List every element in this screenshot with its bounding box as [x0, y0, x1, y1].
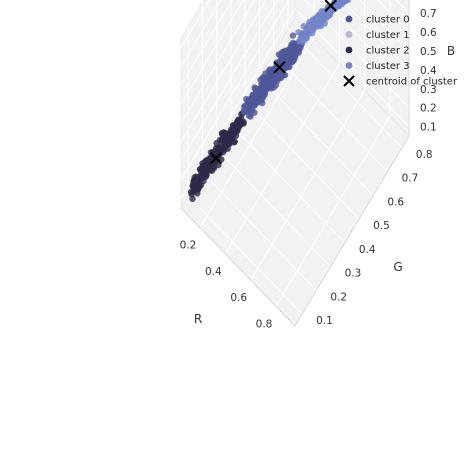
grid-line-y [216, 148, 331, 267]
data-point-cluster-0 [288, 59, 295, 66]
z-tick-label: 0.8 [420, 0, 437, 1]
grid-line-z [180, 0, 233, 86]
x-axis-label: R [194, 312, 202, 326]
z-tick-label: 0.2 [420, 103, 437, 115]
grid-line-y [244, 100, 360, 220]
x-tick-label: 0.8 [256, 318, 273, 330]
grid-line-z [180, 0, 211, 48]
data-point-cluster-2 [240, 120, 247, 127]
legend-label-3: cluster 3 [366, 61, 410, 72]
data-point-cluster-3 [341, 0, 348, 5]
data-point-cluster-0 [260, 92, 267, 99]
grid-line-y [287, 29, 403, 149]
data-point-cluster-2 [189, 195, 196, 202]
data-point-cluster-2 [233, 120, 240, 127]
data-point-cluster-0 [267, 74, 274, 81]
data-point-cluster-2 [202, 173, 209, 180]
legend-label-centroid: centroid of cluster [366, 77, 458, 88]
grid-line-z [180, 0, 245, 105]
legend-marker-0 [345, 15, 353, 23]
data-point-cluster-0 [263, 86, 270, 93]
x-tick-label: 0.2 [180, 240, 197, 252]
data-point-cluster-3 [325, 12, 332, 19]
z-tick-label: 0.4 [420, 65, 437, 77]
data-point-cluster-0 [291, 54, 298, 61]
legend-label-1: cluster 1 [366, 30, 410, 41]
grid-line-z [180, 0, 290, 180]
grid-line-z [359, 0, 410, 52]
x-axis-line [180, 207, 296, 327]
legend-marker-2 [345, 46, 353, 54]
data-point-cluster-2 [229, 128, 237, 135]
legend-marker-1 [345, 31, 353, 38]
legend-label-2: cluster 2 [366, 46, 410, 57]
legend-marker-centroid [343, 75, 355, 87]
grid-line-z [377, 0, 410, 33]
y-tick-label: 0.6 [387, 196, 404, 208]
data-point-cluster-3 [321, 20, 328, 27]
data-point-cluster-0 [273, 73, 280, 80]
y-tick-label: 0.4 [359, 244, 376, 256]
z-axis-label: B [447, 44, 455, 58]
grid-lines [180, 0, 410, 315]
grid-line-z [322, 0, 410, 90]
grid-line-z [180, 0, 279, 162]
data-point-cluster-0 [241, 102, 248, 110]
data-point-cluster-3 [309, 26, 316, 33]
data-point-cluster-0 [251, 109, 258, 116]
data-point-cluster-0 [268, 82, 275, 89]
y-tick-label: 0.2 [330, 291, 347, 303]
data-point-cluster-2 [208, 167, 216, 174]
grid-line-z [180, 0, 222, 67]
grid-line-z [180, 0, 256, 124]
data-point-cluster-0 [282, 64, 289, 72]
data-point-cluster-2 [224, 145, 231, 152]
grid-line-z [340, 0, 410, 71]
grid-line-y [230, 124, 346, 244]
data-point-cluster-0 [294, 47, 301, 54]
z-tick-label: 0.1 [420, 122, 437, 134]
centroid-marker-3 [324, 0, 337, 12]
data-point-cluster-3 [300, 37, 308, 44]
legend-marker-3 [345, 62, 353, 69]
centroid-markers [209, 0, 337, 165]
centroid-marker-2 [209, 151, 223, 165]
grid-line-y [259, 77, 374, 196]
grid-line-x [199, 37, 315, 228]
grid-line-x [224, 63, 340, 255]
data-point-cluster-2 [193, 177, 201, 184]
z-tick-label: 0.7 [420, 8, 437, 20]
z-tick-label: 0.3 [420, 84, 437, 96]
y-axis-line [294, 135, 410, 327]
legend: cluster 0 cluster 1 cluster 2 cluster 3 cent… [343, 15, 458, 88]
centroid-marker-0 [273, 61, 286, 74]
data-point-cluster-0 [289, 32, 297, 39]
grid-line-y [187, 195, 303, 315]
grid-line-y [202, 172, 317, 291]
y-tick-label: 0.7 [402, 173, 419, 185]
z-tick-label: 0.6 [420, 27, 437, 39]
grid-line-x [275, 116, 391, 307]
y-tick-label: 0.3 [345, 268, 362, 280]
z-tick-label: 0.5 [420, 46, 437, 58]
axis-labels: R G B [194, 44, 455, 326]
axis-edges [180, 0, 410, 327]
grid-line-y [273, 53, 388, 172]
grid-line-z [180, 0, 267, 143]
y-tick-label: 0.5 [373, 220, 390, 232]
x-tick-label: 0.4 [205, 266, 222, 278]
tick-labels: 0.2 0.4 0.6 0.8 0.1 0.2 0.3 0.4 0.5 0.6 0.7 0.8 0.1 0… [180, 0, 437, 330]
grid-line-x [250, 89, 366, 281]
data-point-cluster-0 [259, 99, 266, 107]
data-point-cluster-2 [231, 138, 238, 145]
y-tick-label: 0.1 [316, 315, 333, 327]
y-tick-label: 0.8 [416, 149, 433, 161]
y-axis-label: G [393, 260, 402, 274]
data-point-cluster-2 [192, 186, 200, 194]
legend-label-0: cluster 0 [366, 15, 410, 26]
data-point-cluster-0 [280, 72, 287, 79]
x-tick-label: 0.6 [230, 292, 247, 304]
